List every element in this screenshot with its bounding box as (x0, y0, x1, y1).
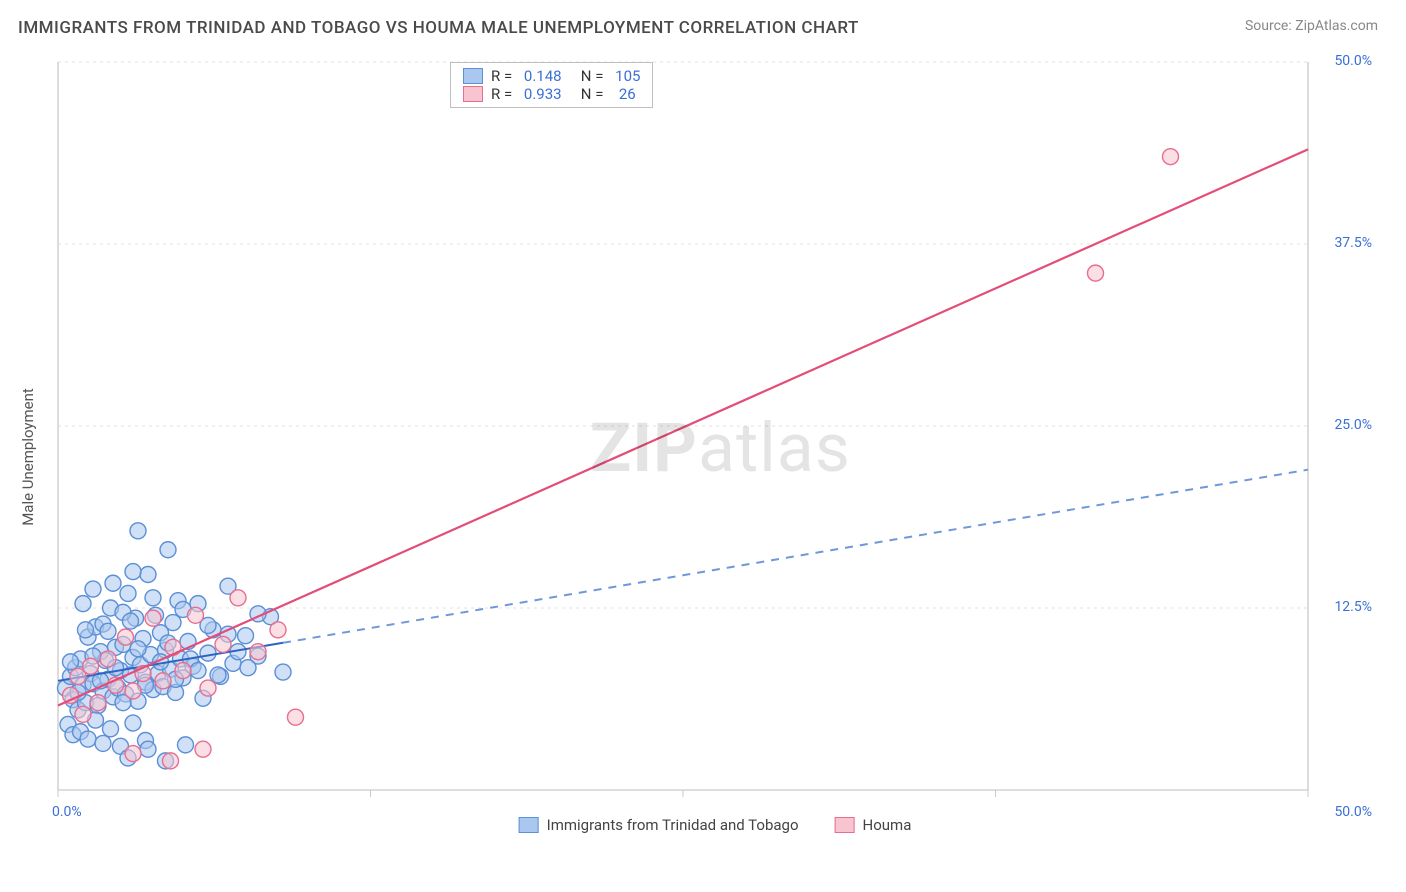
legend-n-value: 26 (615, 85, 636, 103)
legend-label: Houma (863, 816, 912, 834)
correlation-legend: R = 0.148 N = 105R = 0.933 N = 26 (450, 62, 653, 108)
legend-item: Houma (835, 816, 912, 834)
legend-r-value: 0.148 (524, 67, 562, 85)
legend-n-label: N = (570, 85, 608, 103)
legend-swatch (463, 68, 483, 84)
chart-title: IMMIGRANTS FROM TRINIDAD AND TOBAGO VS H… (18, 18, 859, 38)
x-tick-label: 50.0% (1334, 804, 1372, 820)
legend-swatch (463, 86, 483, 102)
legend-r-value: 0.933 (524, 85, 562, 103)
legend-row: R = 0.148 N = 105 (463, 67, 640, 85)
legend-r-label: R = (491, 67, 516, 85)
legend-n-label: N = (570, 67, 608, 85)
legend-item: Immigrants from Trinidad and Tobago (519, 816, 799, 834)
x-tick-label: 0.0% (52, 804, 82, 820)
y-tick-label: 25.0% (1334, 417, 1372, 433)
legend-row: R = 0.933 N = 26 (463, 85, 640, 103)
legend-n-value: 105 (615, 67, 640, 85)
chart-area: ZIPatlas R = 0.148 N = 105R = 0.933 N = … (50, 58, 1380, 838)
y-tick-label: 12.5% (1334, 599, 1372, 615)
y-tick-label: 50.0% (1334, 53, 1372, 69)
legend-r-label: R = (491, 85, 516, 103)
legend-label: Immigrants from Trinidad and Tobago (547, 816, 799, 834)
source-label: Source: ZipAtlas.com (1245, 18, 1378, 34)
series-legend: Immigrants from Trinidad and Tobago Houma (519, 816, 912, 834)
y-tick-label: 37.5% (1334, 235, 1372, 251)
legend-swatch (835, 817, 855, 833)
scatter-plot (50, 58, 1380, 838)
y-axis-label: Male Unemployment (19, 388, 37, 526)
legend-swatch (519, 817, 539, 833)
